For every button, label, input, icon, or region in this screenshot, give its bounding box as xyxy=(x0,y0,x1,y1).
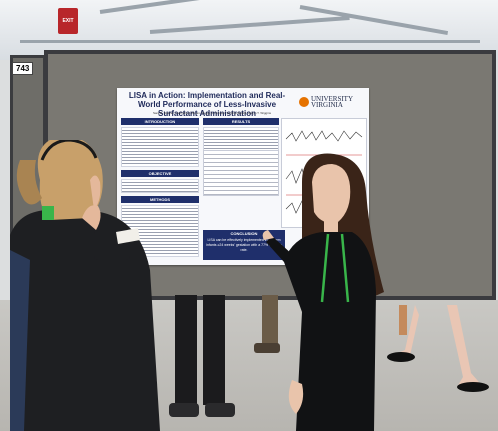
background-person-legs xyxy=(387,305,489,392)
background-person-legs xyxy=(254,295,280,353)
section-introduction: INTRODUCTION xyxy=(121,118,199,125)
poster-left-column: INTRODUCTION OBJECTIVE METHODS xyxy=(121,118,199,260)
attendee-left xyxy=(10,140,160,431)
objective-text xyxy=(121,179,199,193)
section-results: RESULTS xyxy=(203,118,279,125)
ceiling-truss xyxy=(99,0,239,14)
background-person-legs xyxy=(169,295,235,417)
poster-authors: Sara B. Mokrae, Gabrielle F. Bloom, Pegg… xyxy=(152,111,271,115)
board-number: 743 xyxy=(12,62,34,75)
conclusion-text: LISA can be effectively implemented in p… xyxy=(206,238,282,252)
introduction-text xyxy=(121,127,199,167)
results-table xyxy=(203,150,279,196)
section-methods: METHODS xyxy=(121,196,199,203)
exit-sign: EXIT xyxy=(58,8,78,34)
university-logo: UNIVERSITY VIRGINIA xyxy=(299,96,365,110)
section-conclusion: CONCLUSION xyxy=(230,231,258,236)
presenter xyxy=(262,153,384,431)
section-objective: OBJECTIVE xyxy=(121,170,199,177)
ceiling-truss xyxy=(149,16,350,34)
ceiling-truss xyxy=(20,40,480,43)
rotunda-icon xyxy=(299,97,309,107)
poster-title: LISA in Action: Implementation and Real-… xyxy=(128,91,286,118)
university-wordmark: UNIVERSITY VIRGINIA xyxy=(311,95,353,109)
